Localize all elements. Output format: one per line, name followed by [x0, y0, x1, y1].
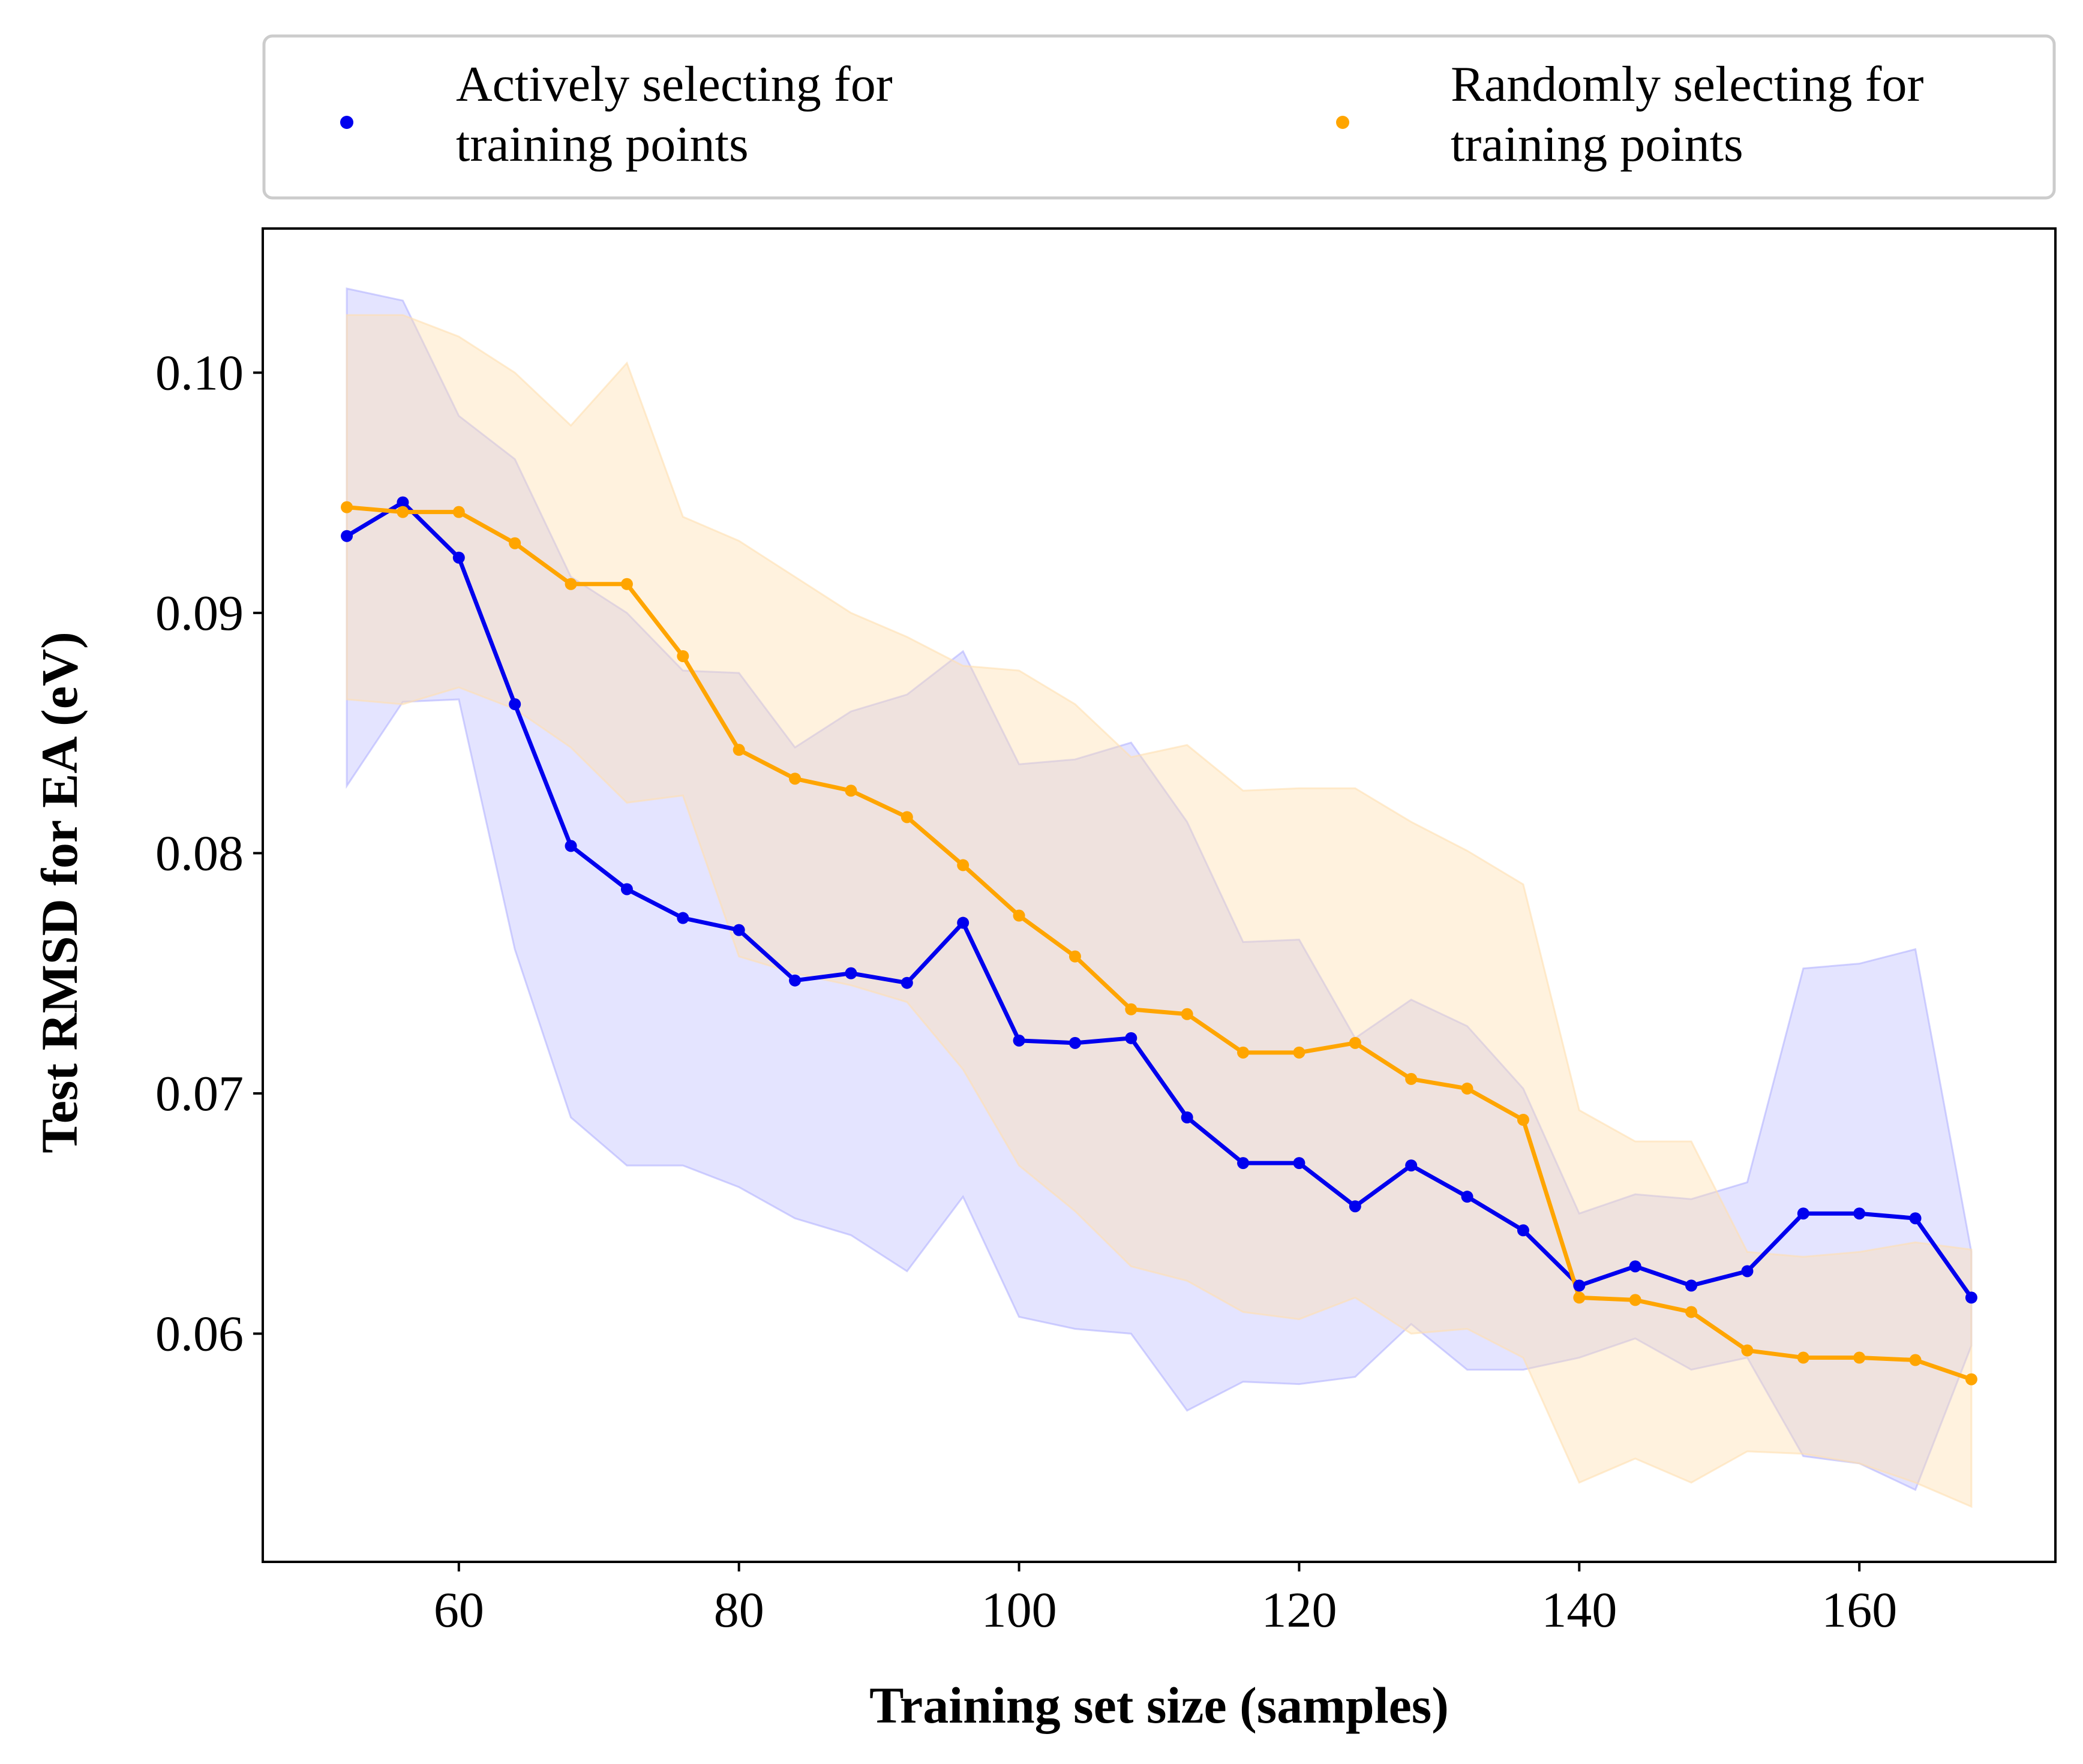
point-random [509, 537, 521, 549]
point-random [1965, 1373, 1977, 1386]
series-points [341, 496, 1977, 1386]
y-tick-label: 0.08 [155, 825, 244, 881]
point-random [1517, 1114, 1529, 1126]
point-active [509, 698, 521, 711]
x-tick-label: 160 [1821, 1582, 1897, 1638]
x-axis-label: Training set size (samples) [869, 1676, 1449, 1734]
point-active [1013, 1034, 1025, 1047]
legend-box [262, 34, 2056, 200]
axes-frame [262, 227, 2057, 1563]
point-active [1461, 1191, 1473, 1203]
band-random [346, 314, 1973, 1508]
point-random [1629, 1294, 1641, 1306]
point-random [1853, 1351, 1866, 1364]
point-random [1685, 1306, 1698, 1318]
point-active [677, 912, 689, 924]
point-active [620, 883, 633, 895]
point-random [1125, 1003, 1137, 1015]
point-active [1629, 1260, 1641, 1273]
legend-label-active-line1: Actively selecting for [456, 56, 893, 112]
point-random [620, 578, 633, 590]
point-active [957, 916, 970, 929]
x-tick-label: 100 [982, 1582, 1057, 1638]
point-random [1181, 1008, 1193, 1020]
x-axis-ticks: 60 80 100 120 140 160 [434, 1562, 1897, 1638]
point-random [1909, 1354, 1922, 1366]
line-active [346, 500, 1973, 1299]
point-random [901, 811, 913, 824]
point-active [1293, 1157, 1305, 1170]
point-random [733, 744, 745, 756]
legend-label-random-line1: Randomly selecting for [1451, 56, 1924, 112]
point-random [789, 773, 802, 785]
x-tick-label: 80 [714, 1582, 764, 1638]
point-random [1349, 1036, 1361, 1049]
point-random [1013, 909, 1025, 922]
series-lines [346, 500, 1973, 1381]
y-tick-label: 0.10 [155, 345, 244, 401]
confidence-bands [346, 287, 1973, 1508]
point-active [1517, 1224, 1529, 1237]
legend-marker-random [1336, 116, 1349, 129]
point-active [1068, 1036, 1081, 1049]
x-tick-label: 120 [1261, 1582, 1337, 1638]
point-active [1909, 1212, 1922, 1225]
x-tick-label: 60 [434, 1582, 484, 1638]
point-random [1741, 1344, 1754, 1357]
y-tick-label: 0.09 [155, 585, 244, 641]
point-random [677, 650, 689, 662]
y-tick-label: 0.07 [155, 1066, 244, 1122]
point-active [1573, 1279, 1586, 1292]
point-random [1461, 1082, 1473, 1095]
y-axis-ticks: 0.06 0.07 0.08 0.09 0.10 [155, 345, 263, 1362]
point-active [733, 924, 745, 936]
x-tick-label: 140 [1541, 1582, 1617, 1638]
point-active [1405, 1159, 1418, 1172]
point-random [1405, 1072, 1418, 1085]
point-active [845, 967, 857, 979]
point-random [565, 578, 577, 590]
point-active [789, 974, 802, 987]
point-random [1797, 1351, 1809, 1364]
point-random [845, 785, 857, 797]
point-active [1853, 1207, 1866, 1220]
point-random [957, 859, 970, 872]
legend-marker-active [340, 116, 353, 129]
y-tick-label: 0.06 [155, 1306, 244, 1362]
point-active [1237, 1157, 1250, 1170]
point-active [1741, 1265, 1754, 1278]
legend-label-random-line2: training points [1451, 116, 1743, 172]
line-random [346, 505, 1973, 1381]
point-active [1349, 1200, 1361, 1213]
point-random [1068, 950, 1081, 963]
point-random [452, 506, 465, 518]
point-active [1181, 1111, 1193, 1123]
legend-label-active-line2: training points [456, 116, 749, 172]
point-active [1685, 1279, 1698, 1292]
point-active [1797, 1207, 1809, 1220]
point-random [1293, 1046, 1305, 1059]
point-active [341, 530, 353, 542]
point-random [341, 501, 353, 513]
point-active [565, 840, 577, 852]
point-active [901, 976, 913, 989]
point-random [1237, 1046, 1250, 1059]
y-axis-label: Test RMSD for EA (eV) [31, 632, 88, 1153]
point-active [452, 551, 465, 564]
point-active [397, 496, 409, 509]
point-random [397, 506, 409, 518]
point-active [1125, 1032, 1137, 1044]
point-active [1965, 1291, 1977, 1304]
legend: Actively selecting for training points R… [262, 34, 2056, 200]
point-random [1573, 1291, 1586, 1304]
